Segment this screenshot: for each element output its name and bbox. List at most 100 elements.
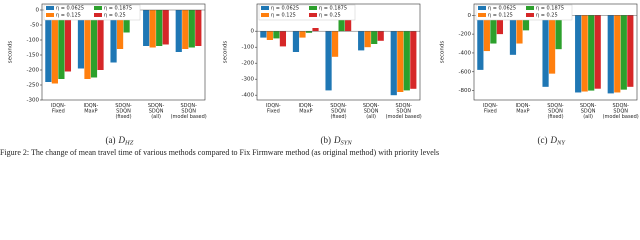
x-tick-label: SDQN-SDQN (model based) <box>386 103 422 120</box>
panel-caption: (c) DNY <box>538 135 567 147</box>
x-tick-label: SDQN-SDQN (model based) <box>603 103 639 120</box>
bar <box>299 31 306 38</box>
bar <box>403 31 410 91</box>
y-tick-label: -150 <box>27 53 40 59</box>
y-tick-label: -200 <box>27 68 40 74</box>
bar <box>64 10 72 72</box>
legend-label: η = 0.1875 <box>536 6 564 12</box>
figure: Figure 2: The change of mean travel time… <box>0 3 639 157</box>
bar <box>548 15 556 74</box>
bar <box>77 10 85 69</box>
bar <box>588 15 595 91</box>
legend-swatch <box>94 6 102 10</box>
bar <box>377 31 384 41</box>
x-tick-label: SDQN-SDQN (fixed) <box>115 103 132 120</box>
legend-label: η = 0.125 <box>488 13 513 19</box>
bar <box>45 10 52 82</box>
bar <box>292 31 300 52</box>
y-tick-label: -200 <box>242 61 255 67</box>
bar <box>516 15 523 44</box>
bar <box>555 15 562 50</box>
bar <box>325 31 332 91</box>
legend-swatch <box>526 13 534 17</box>
caption-part: (c) <box>538 135 548 145</box>
bar <box>575 15 582 93</box>
legend-label: η = 0.25 <box>536 13 558 19</box>
legend-box <box>258 4 356 21</box>
bar <box>594 15 601 89</box>
legend-swatch <box>94 13 102 17</box>
bar <box>581 15 588 92</box>
bar <box>97 10 104 70</box>
legend-label: η = 0.0625 <box>271 6 299 12</box>
y-tick-label: -100 <box>242 45 255 51</box>
bar <box>627 15 634 87</box>
bar <box>390 31 397 96</box>
legend-swatch <box>46 13 54 17</box>
bar <box>182 10 189 49</box>
bar <box>477 15 484 70</box>
x-tick-label: SDQN-SDQN (fixed) <box>547 103 564 120</box>
bar <box>260 31 267 38</box>
y-axis-label: seconds <box>8 41 14 64</box>
bar <box>188 10 195 48</box>
bar <box>266 31 273 40</box>
x-tick-label: IDQN-Fixed <box>51 103 66 115</box>
legend-label: η = 0.1875 <box>104 6 132 12</box>
bar <box>331 31 339 57</box>
legend-swatch <box>261 6 269 10</box>
caption-part: D <box>333 135 341 145</box>
bar <box>397 31 404 92</box>
legend-label: η = 0.0625 <box>56 6 84 12</box>
panel-caption: (a) DHZ <box>106 135 134 147</box>
bar <box>84 10 91 79</box>
bar <box>607 15 614 94</box>
bar <box>143 10 150 46</box>
y-axis-label: seconds <box>223 41 229 64</box>
bar <box>273 31 280 39</box>
x-tick-label: IDQN-MaxP <box>83 103 98 115</box>
bar <box>156 10 163 46</box>
figure-caption: Figure 2: The change of mean travel time… <box>0 148 439 157</box>
bar <box>312 28 319 32</box>
caption-part: HZ <box>124 140 134 147</box>
plot-frame <box>256 3 421 101</box>
x-tick-label: SDQN-SDQN (all) <box>148 103 165 120</box>
caption-part: (a) <box>106 135 116 145</box>
bar <box>483 15 490 52</box>
legend-swatch <box>46 6 54 10</box>
x-tick-label: IDQN-Fixed <box>266 103 281 115</box>
y-axis-label: seconds <box>440 41 446 64</box>
bar <box>371 31 378 44</box>
x-tick-label: SDQN-SDQN (all) <box>363 103 380 120</box>
legend-label: η = 0.1875 <box>319 6 347 12</box>
y-tick-label: -50 <box>30 23 39 29</box>
bar <box>614 15 621 93</box>
legend-label: η = 0.0625 <box>488 6 516 12</box>
bar <box>195 10 202 46</box>
y-tick-label: -100 <box>27 38 40 44</box>
y-tick-label: -400 <box>459 50 472 56</box>
bar <box>358 31 365 51</box>
legend-label: η = 0.125 <box>56 13 81 19</box>
caption-part: (b) <box>321 135 332 145</box>
y-tick-label: -200 <box>459 32 472 38</box>
bar <box>364 31 371 48</box>
legend-box <box>475 4 573 21</box>
y-tick-label: -300 <box>242 77 255 83</box>
y-tick-label: 0 <box>251 29 255 35</box>
legend-swatch <box>478 6 486 10</box>
y-tick-label: -250 <box>27 83 40 89</box>
caption-part: NY <box>556 140 566 147</box>
bar <box>90 10 98 78</box>
x-tick-label: IDQN-MaxP <box>298 103 313 115</box>
bar <box>51 10 58 84</box>
caption-part: SYN <box>341 140 353 147</box>
legend-box <box>43 4 141 21</box>
legend-label: η = 0.25 <box>319 13 341 19</box>
bar <box>58 10 65 79</box>
legend-swatch <box>309 6 317 10</box>
bar <box>490 15 497 44</box>
x-tick-label: SDQN-SDQN (model based) <box>171 103 207 120</box>
legend-swatch <box>261 13 269 17</box>
